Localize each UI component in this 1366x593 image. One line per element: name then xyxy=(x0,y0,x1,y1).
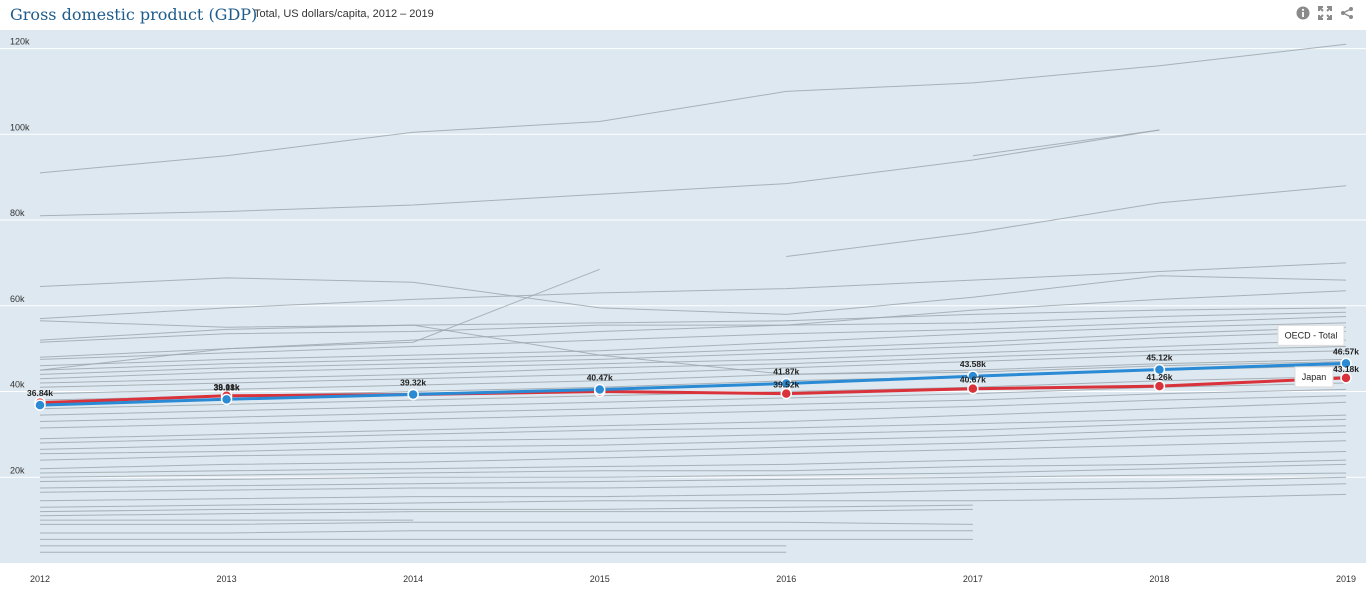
oecd-total-point xyxy=(1340,357,1352,370)
country-line xyxy=(39,358,1347,395)
x-tick-label: 2017 xyxy=(963,574,983,584)
country-line xyxy=(39,339,1347,380)
x-tick-label: 2016 xyxy=(776,574,796,584)
country-line xyxy=(39,290,1347,343)
country-line xyxy=(39,483,1347,502)
oecd-total-data-label: 39.32k xyxy=(400,377,426,387)
japan-data-label: 39.52k xyxy=(773,380,799,390)
japan-tag-box xyxy=(1294,366,1334,388)
y-tick-label: 100k xyxy=(10,122,30,132)
country-line xyxy=(39,425,1347,455)
country-line xyxy=(39,414,1347,444)
y-tick-label: 20k xyxy=(10,465,25,475)
country-line xyxy=(40,521,973,525)
oecd-total-data-label: 38.18k xyxy=(214,382,240,392)
plot-area xyxy=(0,30,1366,563)
country-line xyxy=(39,476,1347,493)
toolbar-icons xyxy=(1296,6,1354,20)
country-line xyxy=(39,316,1347,360)
country-line xyxy=(972,129,1160,157)
country-line xyxy=(39,418,1347,450)
country-line xyxy=(39,459,1347,478)
chart-subtitle: Total, US dollars/capita, 2012 – 2019 xyxy=(254,8,434,20)
y-tick-label: 60k xyxy=(10,294,25,304)
country-line xyxy=(39,401,1347,440)
oecd-total-point xyxy=(220,393,233,406)
x-tick-label: 2015 xyxy=(590,574,610,584)
oecd-total-data-label: 36.84k xyxy=(27,388,53,398)
oecd-total-point xyxy=(407,388,419,401)
country-line xyxy=(39,493,1347,508)
country-line xyxy=(39,346,1347,384)
japan-point xyxy=(1153,380,1166,392)
oecd-total-data-label: 45.12k xyxy=(1146,353,1172,363)
country-line xyxy=(39,382,1347,416)
country-line xyxy=(39,388,1347,422)
x-tick-label: 2014 xyxy=(403,574,423,584)
country-line xyxy=(39,395,1347,429)
country-line xyxy=(39,504,973,513)
country-line xyxy=(39,320,1347,375)
share-icon[interactable] xyxy=(1340,6,1354,20)
x-tick-label: 2013 xyxy=(217,574,237,584)
oecd-total-point xyxy=(780,377,793,390)
fullscreen-icon[interactable] xyxy=(1318,6,1332,20)
country-line xyxy=(39,268,600,371)
country-line xyxy=(786,185,1347,257)
japan-line xyxy=(39,376,1347,405)
country-line xyxy=(39,322,1347,367)
oecd-total-data-label: 46.57k xyxy=(1333,346,1359,356)
info-icon[interactable] xyxy=(1296,6,1310,20)
y-tick-label: 120k xyxy=(10,37,30,47)
oecd-total-line xyxy=(39,361,1347,407)
japan-data-label: 43.18k xyxy=(1333,364,1359,374)
country-line xyxy=(39,463,1347,482)
country-line xyxy=(39,350,1347,388)
x-tick-label: 2018 xyxy=(1149,574,1169,584)
oecd-total-point xyxy=(593,383,606,396)
country-line xyxy=(39,331,1347,375)
oecd-total-data-label: 41.87k xyxy=(773,367,799,377)
y-tick-label: 80k xyxy=(10,208,25,218)
country-line xyxy=(39,275,1347,315)
country-line xyxy=(39,508,973,517)
japan-data-label: 41.26k xyxy=(1146,372,1172,382)
oecd-total-data-label: 40.47k xyxy=(587,373,613,383)
country-line xyxy=(39,326,1347,371)
oecd-total-point xyxy=(1153,363,1166,376)
oecd-total-point xyxy=(34,399,46,411)
country-line xyxy=(39,431,1347,461)
chart-title: Gross domestic product (GDP) xyxy=(10,5,258,24)
japan-point xyxy=(967,382,979,395)
oecd-total-point xyxy=(967,370,979,382)
japan-data-label: 40.67k xyxy=(960,375,986,385)
chart-header: Gross domestic product (GDP) Total, US d… xyxy=(0,0,1366,30)
oecd-total-data-label: 43.58k xyxy=(960,359,986,369)
country-line xyxy=(39,307,1347,341)
x-tick-label: 2012 xyxy=(30,574,50,584)
country-line xyxy=(39,129,1160,217)
oecd-total-tag-box xyxy=(1277,324,1345,346)
country-line xyxy=(39,451,1347,474)
oecd-total-tag: OECD - Total xyxy=(1285,330,1338,340)
country-line xyxy=(39,311,1347,358)
japan-tag: Japan xyxy=(1302,372,1327,382)
japan-point xyxy=(1340,372,1352,384)
japan-point xyxy=(780,387,793,400)
country-line xyxy=(39,262,1347,320)
country-line xyxy=(40,530,973,534)
country-line xyxy=(39,43,1347,174)
country-line xyxy=(39,440,1347,470)
y-tick-label: 40k xyxy=(10,380,25,390)
x-tick-label: 2019 xyxy=(1336,574,1356,584)
japan-data-label: 39.01k xyxy=(214,382,240,392)
country-line xyxy=(39,472,1347,489)
